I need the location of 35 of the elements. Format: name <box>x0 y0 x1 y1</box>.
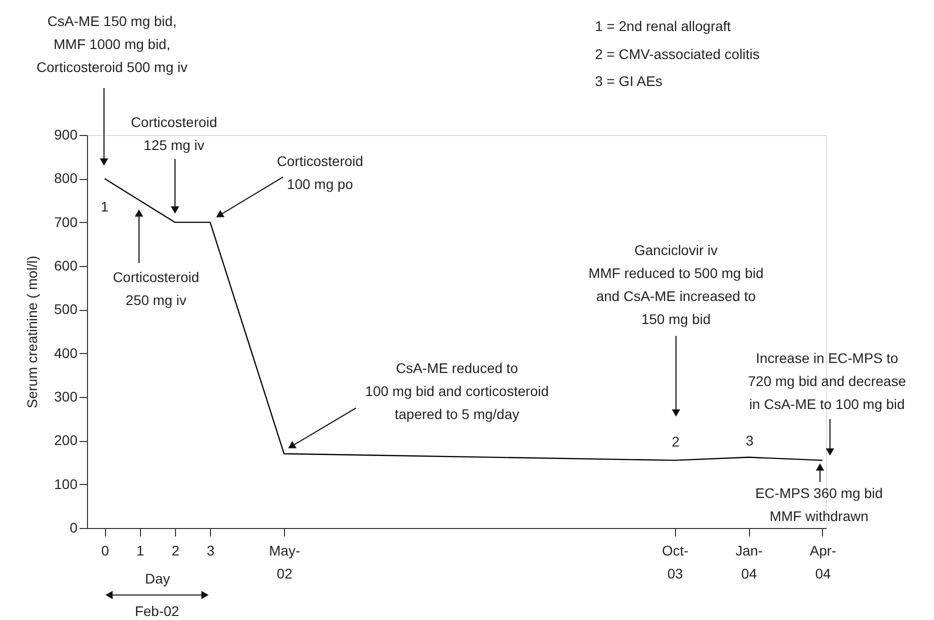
x-tick-label: May-02 <box>269 542 300 582</box>
y-tick-label: 800 <box>54 170 78 186</box>
x-tick-label: 0 <box>101 542 110 558</box>
y-tick-label: 100 <box>54 476 78 492</box>
y-tick-label: 900 <box>54 126 78 142</box>
text: Feb-02 <box>134 603 180 619</box>
annotation: 2 <box>672 433 680 450</box>
y-tick-label: 200 <box>54 432 78 448</box>
text: CsA-ME 150 mg bid, MMF 1000 mg bid, Corticosteroid 500 mg iv <box>36 13 188 75</box>
annotation: EC-MPS 360 mg bid MMF withdrawn <box>755 485 883 524</box>
y-tick-label: 600 <box>54 258 78 274</box>
x-axis-title: Day <box>145 570 170 586</box>
x-tick-label: 2 <box>172 542 180 558</box>
annotation: Corticosteroid 125 mg iv <box>130 114 218 153</box>
y-axis-title: Serum creatinine ( mol/l) <box>24 256 40 408</box>
annotation: CsA-ME reduced to 100 mg bid and corticosteroid tapered to 5 mg/day <box>365 360 549 422</box>
annotation: Corticosteroid 100 mg po <box>276 153 364 192</box>
x-tick-label: Apr-04 <box>810 542 837 582</box>
annotation: Ganciclovir iv MMF reduced to 500 mg bid and CsA-ME increased to 150 mg bid <box>588 242 764 327</box>
x-tick-label: Jan-04 <box>735 542 764 582</box>
annotation: Corticosteroid 250 mg iv <box>112 269 200 308</box>
text: 3 = GI AEs <box>595 73 662 89</box>
x-tick-label: 3 <box>206 542 215 558</box>
text: 2 = CMV-associated colitis <box>595 46 760 62</box>
annotation: 1 <box>100 198 109 215</box>
x-tick-label: 1 <box>136 542 144 558</box>
y-tick-label: 0 <box>70 520 78 536</box>
text: 1 = 2nd renal allograft <box>595 18 731 34</box>
y-tick-label: 300 <box>54 388 78 404</box>
x-tick-label: Oct-03 <box>662 542 689 582</box>
y-tick-label: 500 <box>54 301 78 318</box>
y-tick-label: 400 <box>54 344 78 361</box>
annotation: 3 <box>746 432 754 448</box>
annotation: Increase in EC-MPS to 720 mg bid and decrease in CsA-ME to 100 mg bid <box>748 350 906 412</box>
y-tick-label: 700 <box>54 214 78 230</box>
